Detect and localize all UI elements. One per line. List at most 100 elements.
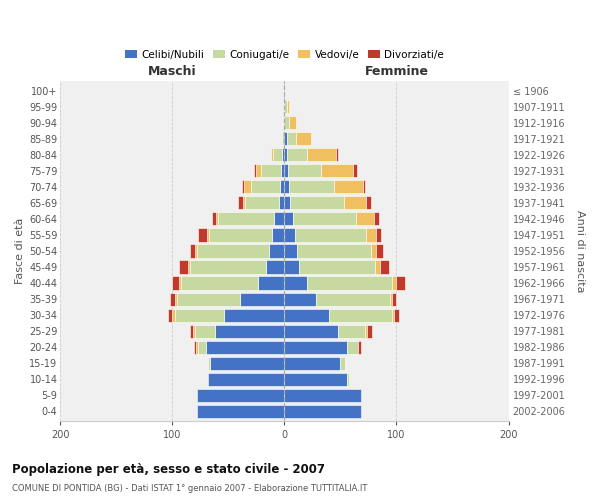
Bar [194, 340, 196, 354]
Bar [353, 164, 357, 177]
Bar [336, 148, 338, 162]
Bar [284, 340, 347, 354]
Bar [290, 196, 344, 209]
Bar [307, 148, 336, 162]
Bar [269, 244, 284, 258]
Bar [216, 212, 218, 226]
Bar [284, 372, 347, 386]
Bar [190, 244, 195, 258]
Bar [188, 260, 190, 274]
Bar [371, 244, 376, 258]
Bar [175, 292, 177, 306]
Bar [208, 356, 211, 370]
Bar [334, 180, 363, 194]
Bar [198, 340, 206, 354]
Bar [284, 324, 338, 338]
Bar [257, 276, 284, 289]
Text: Maschi: Maschi [148, 65, 197, 78]
Text: Popolazione per età, sesso e stato civile - 2007: Popolazione per età, sesso e stato civil… [12, 462, 325, 475]
Bar [397, 276, 406, 289]
Bar [197, 388, 284, 402]
Bar [358, 340, 361, 354]
Bar [376, 228, 381, 241]
Bar [365, 324, 367, 338]
Y-axis label: Anni di nascita: Anni di nascita [575, 210, 585, 292]
Bar [367, 324, 372, 338]
Bar [218, 212, 274, 226]
Bar [179, 260, 188, 274]
Bar [195, 324, 215, 338]
Bar [179, 276, 181, 289]
Bar [273, 148, 282, 162]
Bar [244, 180, 251, 194]
Bar [195, 244, 197, 258]
Bar [284, 228, 295, 241]
Bar [256, 164, 261, 177]
Bar [284, 164, 288, 177]
Bar [271, 148, 273, 162]
Bar [282, 132, 284, 145]
Bar [376, 244, 383, 258]
Bar [170, 292, 175, 306]
Bar [284, 180, 289, 194]
Bar [356, 212, 374, 226]
Bar [208, 372, 284, 386]
Bar [282, 148, 284, 162]
Bar [266, 260, 284, 274]
Bar [284, 292, 316, 306]
Bar [297, 244, 371, 258]
Bar [261, 164, 281, 177]
Bar [394, 308, 399, 322]
Bar [363, 180, 365, 194]
Text: Femmine: Femmine [364, 65, 428, 78]
Bar [172, 308, 175, 322]
Bar [289, 180, 334, 194]
Legend: Celibi/Nubili, Coniugati/e, Vedovi/e, Divorziati/e: Celibi/Nubili, Coniugati/e, Vedovi/e, Di… [121, 46, 448, 64]
Bar [295, 228, 366, 241]
Bar [284, 148, 287, 162]
Bar [329, 308, 392, 322]
Bar [190, 260, 266, 274]
Bar [284, 388, 361, 402]
Bar [347, 340, 358, 354]
Bar [340, 356, 345, 370]
Bar [177, 292, 239, 306]
Bar [284, 196, 290, 209]
Bar [307, 276, 392, 289]
Bar [322, 164, 353, 177]
Bar [284, 260, 299, 274]
Bar [175, 308, 224, 322]
Bar [284, 132, 287, 145]
Bar [366, 228, 376, 241]
Bar [196, 340, 198, 354]
Bar [284, 405, 361, 418]
Bar [215, 324, 284, 338]
Bar [287, 100, 289, 113]
Bar [392, 308, 394, 322]
Bar [197, 405, 284, 418]
Bar [288, 164, 322, 177]
Bar [299, 260, 375, 274]
Bar [287, 148, 307, 162]
Bar [243, 196, 245, 209]
Bar [181, 276, 257, 289]
Bar [211, 356, 284, 370]
Bar [347, 372, 349, 386]
Bar [207, 228, 209, 241]
Bar [206, 340, 284, 354]
Bar [338, 324, 365, 338]
Bar [284, 212, 293, 226]
Bar [284, 276, 307, 289]
Bar [374, 212, 379, 226]
Bar [375, 260, 380, 274]
Bar [316, 292, 390, 306]
Bar [251, 180, 280, 194]
Bar [344, 196, 366, 209]
Bar [289, 116, 296, 130]
Bar [284, 100, 287, 113]
Bar [224, 308, 284, 322]
Bar [198, 228, 207, 241]
Text: COMUNE DI PONTIDA (BG) - Dati ISTAT 1° gennaio 2007 - Elaborazione TUTTITALIA.IT: COMUNE DI PONTIDA (BG) - Dati ISTAT 1° g… [12, 484, 367, 493]
Y-axis label: Fasce di età: Fasce di età [15, 218, 25, 284]
Bar [287, 132, 296, 145]
